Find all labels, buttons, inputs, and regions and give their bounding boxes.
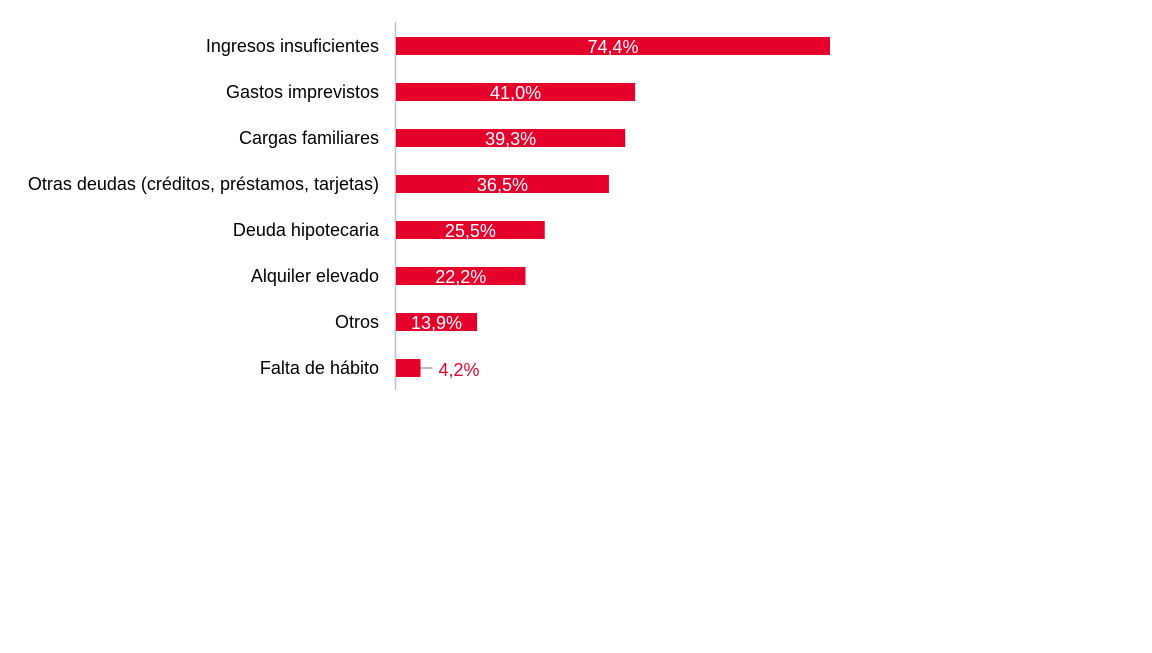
data-label: 41,0%	[490, 83, 541, 103]
data-label: 25,5%	[445, 221, 496, 241]
bar	[396, 83, 636, 101]
bar	[396, 175, 609, 193]
bar	[396, 267, 526, 285]
bar	[396, 313, 478, 331]
data-label: 74,4%	[587, 37, 638, 57]
category-label: Gastos imprevistos	[226, 82, 379, 102]
data-label: 13,9%	[411, 313, 462, 333]
category-label: Deuda hipotecaria	[233, 220, 380, 240]
bars-group: Ingresos insuficientes 74,4% Gastos imprev…	[28, 36, 830, 380]
bar	[396, 129, 626, 147]
bar	[396, 37, 830, 55]
data-label: 4,2%	[438, 360, 479, 380]
category-label: Otros	[335, 312, 379, 332]
category-label: Alquiler elevado	[251, 266, 379, 286]
data-label: 22,2%	[435, 267, 486, 287]
data-label: 36,5%	[477, 175, 528, 195]
data-label: 39,3%	[485, 129, 536, 149]
category-label: Falta de hábito	[260, 358, 379, 378]
category-label: Ingresos insuficientes	[206, 36, 379, 56]
category-label: Cargas familiares	[239, 128, 379, 148]
bar	[396, 221, 545, 239]
bar	[396, 359, 421, 377]
category-label: Otras deudas (créditos, préstamos, tarje…	[28, 174, 379, 194]
